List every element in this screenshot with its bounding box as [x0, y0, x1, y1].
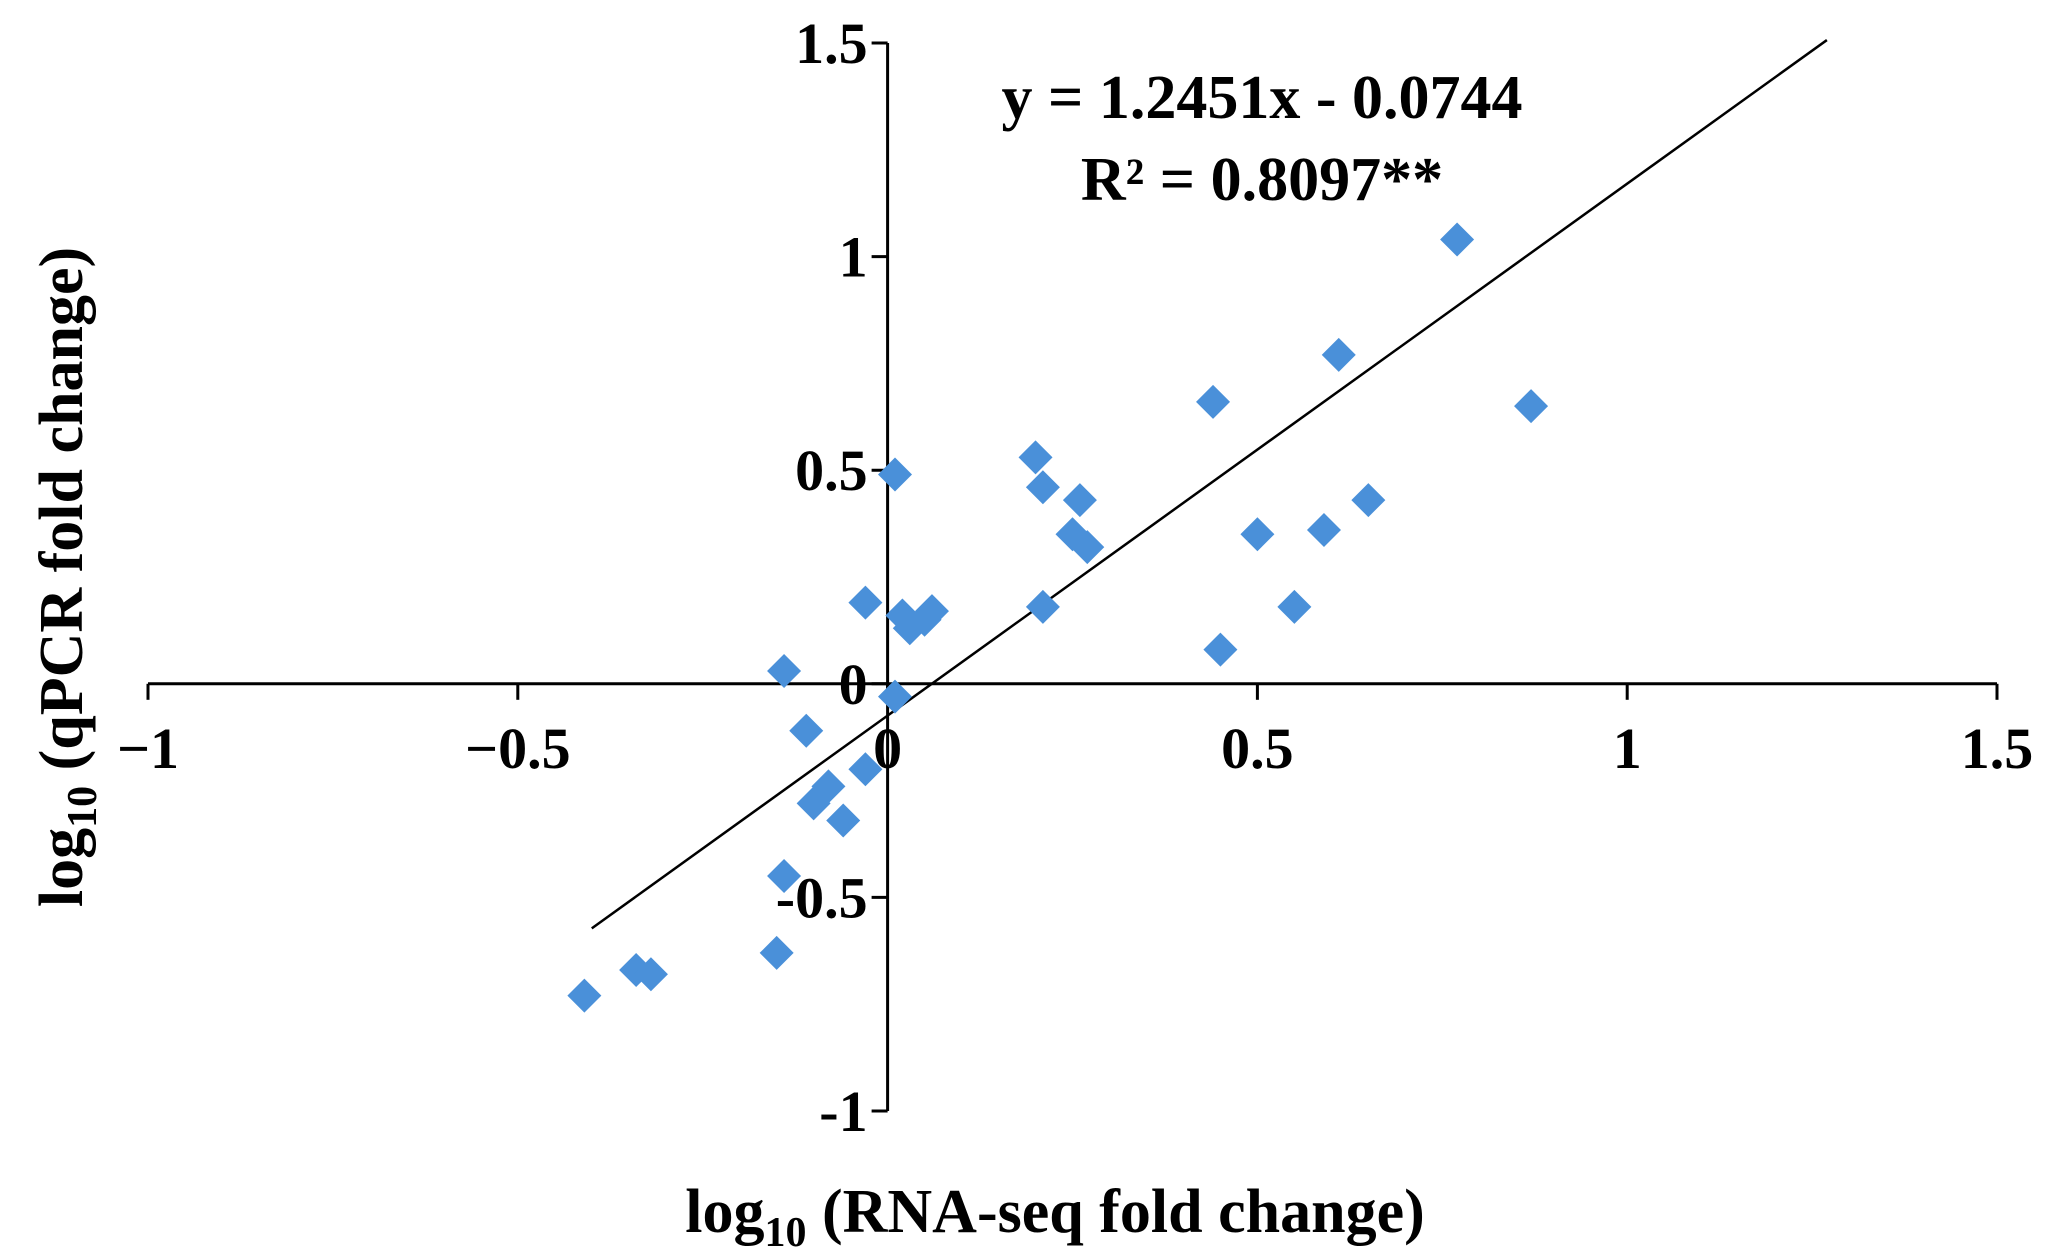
x-tick-label: −0.5 — [465, 716, 571, 781]
data-point — [914, 594, 949, 629]
data-point — [767, 859, 802, 894]
x-tick-label: 0.5 — [1221, 716, 1294, 781]
data-point — [1440, 222, 1475, 257]
data-point — [1240, 517, 1275, 552]
data-point — [1025, 589, 1060, 624]
data-point — [633, 957, 668, 992]
data-point — [848, 752, 883, 787]
data-point — [796, 786, 831, 821]
data-point — [1196, 384, 1231, 419]
data-point — [1514, 389, 1549, 424]
x-tick-label: −1 — [117, 716, 179, 781]
data-point — [848, 585, 883, 620]
y-tick-label: 0.5 — [795, 438, 868, 503]
data-point — [1321, 337, 1356, 372]
data-point — [1025, 470, 1060, 505]
y-axis-title: log10 (qPCR fold change) — [28, 247, 106, 907]
trendline — [591, 39, 1828, 930]
x-axis-title: log10 (RNA-seq fold change) — [685, 1178, 1424, 1256]
regression-equation: y = 1.2451x - 0.0744 — [1002, 64, 1523, 132]
x-tick-label: 1 — [1613, 716, 1642, 781]
y-tick-label: -1 — [819, 1079, 867, 1144]
axis-titles: log10 (RNA-seq fold change) log10 (qPCR f… — [28, 247, 1425, 1256]
y-tick-label: 1 — [839, 225, 868, 290]
data-point — [567, 978, 602, 1013]
data-point — [1018, 440, 1053, 475]
data-point — [1070, 530, 1105, 565]
data-points — [567, 222, 1549, 1013]
y-tick-label: 1.5 — [795, 11, 868, 76]
data-point — [877, 457, 912, 492]
data-point — [759, 935, 794, 970]
data-point — [1062, 483, 1097, 518]
data-point — [1203, 632, 1238, 667]
data-point — [826, 803, 861, 838]
data-point — [1306, 513, 1341, 548]
axes: −1 −0.5 0 0.5 1 1.5-1-0.500.511.5 — [117, 11, 2033, 1144]
x-tick-label: 1.5 — [1961, 716, 2034, 781]
data-point — [767, 653, 802, 688]
data-point — [789, 713, 824, 748]
data-point — [1277, 589, 1312, 624]
trendline-group — [591, 39, 1828, 930]
data-point — [877, 679, 912, 714]
data-point — [1351, 483, 1386, 518]
y-tick-label: 0 — [839, 652, 868, 717]
annotation-group: y = 1.2451x - 0.0744 R² = 0.8097** — [1002, 64, 1523, 214]
r-squared-label: R² = 0.8097** — [1081, 146, 1443, 214]
